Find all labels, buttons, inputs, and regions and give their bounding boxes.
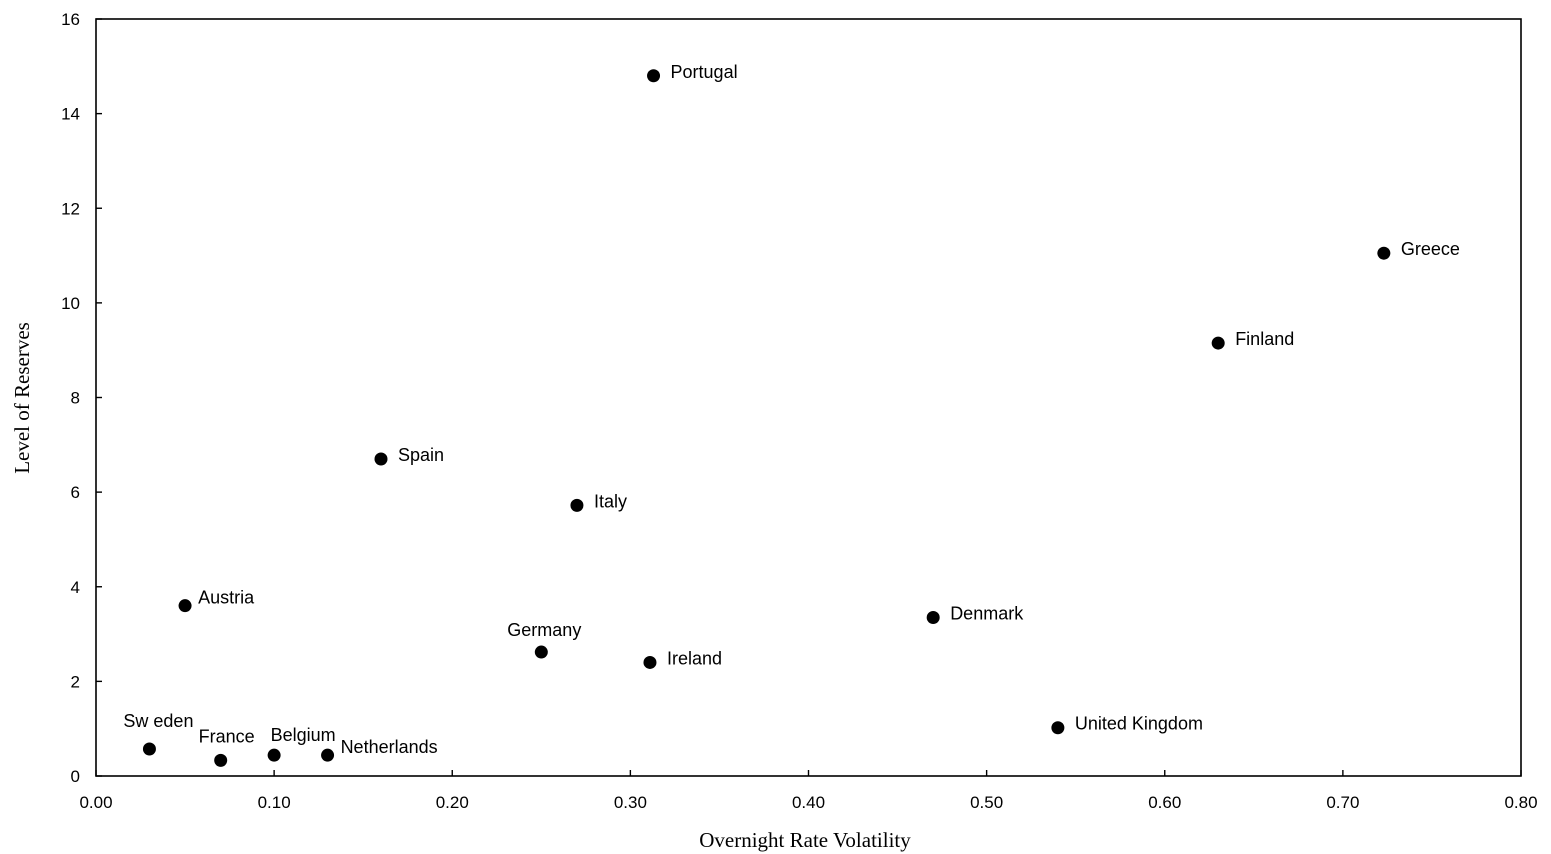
data-point [570, 498, 584, 512]
x-tick-label: 0.80 [1504, 793, 1537, 812]
data-point [267, 748, 281, 762]
y-tick-label: 10 [61, 294, 80, 313]
x-axis: 0.00 0.10 0.20 0.30 0.40 0.50 0.60 0.70 0.80 [79, 770, 1538, 812]
data-point [647, 69, 661, 83]
data-points: Portugal Greece Finland Spain Italy Austria De… [123, 62, 1460, 767]
y-tick-label: 12 [61, 199, 80, 218]
x-tick-label: 0.10 [258, 793, 291, 812]
point-label: Austria [198, 588, 255, 608]
data-point [321, 748, 335, 762]
data-point [643, 655, 657, 669]
y-tick-label: 4 [71, 578, 80, 597]
point-label: United Kingdom [1075, 714, 1203, 734]
y-axis: 0 2 4 6 8 10 12 14 16 [61, 10, 102, 786]
point-label: Netherlands [341, 737, 438, 757]
point-label: Ireland [667, 648, 722, 668]
y-tick-label: 2 [71, 672, 80, 691]
point-label: Belgium [271, 725, 336, 745]
point-label: Denmark [950, 604, 1024, 624]
x-tick-label: 0.40 [792, 793, 825, 812]
data-point [1377, 246, 1391, 260]
point-label: Spain [398, 445, 444, 465]
x-tick-label: 0.00 [79, 793, 112, 812]
y-tick-label: 0 [71, 767, 80, 786]
y-tick-label: 16 [61, 10, 80, 29]
point-label: Sw eden [123, 711, 193, 731]
y-axis-title: Level of Reserves [10, 322, 34, 474]
data-point [374, 452, 388, 466]
plot-frame [95, 18, 1522, 777]
x-axis-title: Overnight Rate Volatility [699, 828, 911, 852]
x-tick-label: 0.30 [614, 793, 647, 812]
point-label: Finland [1235, 329, 1294, 349]
x-tick-label: 0.20 [436, 793, 469, 812]
data-point [534, 645, 548, 659]
point-label: Germany [507, 620, 581, 640]
data-point [142, 742, 156, 756]
point-label: Greece [1401, 239, 1460, 259]
y-tick-label: 8 [71, 389, 80, 408]
point-label: Italy [594, 491, 627, 511]
y-tick-label: 6 [71, 483, 80, 502]
data-point [1051, 721, 1065, 735]
x-tick-label: 0.60 [1148, 793, 1181, 812]
x-tick-label: 0.50 [970, 793, 1003, 812]
y-tick-label: 14 [61, 105, 80, 124]
point-label: France [199, 726, 255, 746]
data-point [214, 753, 228, 767]
x-tick-label: 0.70 [1326, 793, 1359, 812]
data-point [178, 599, 192, 613]
point-label: Portugal [671, 62, 738, 82]
data-point [1211, 336, 1225, 350]
data-point [926, 611, 940, 625]
